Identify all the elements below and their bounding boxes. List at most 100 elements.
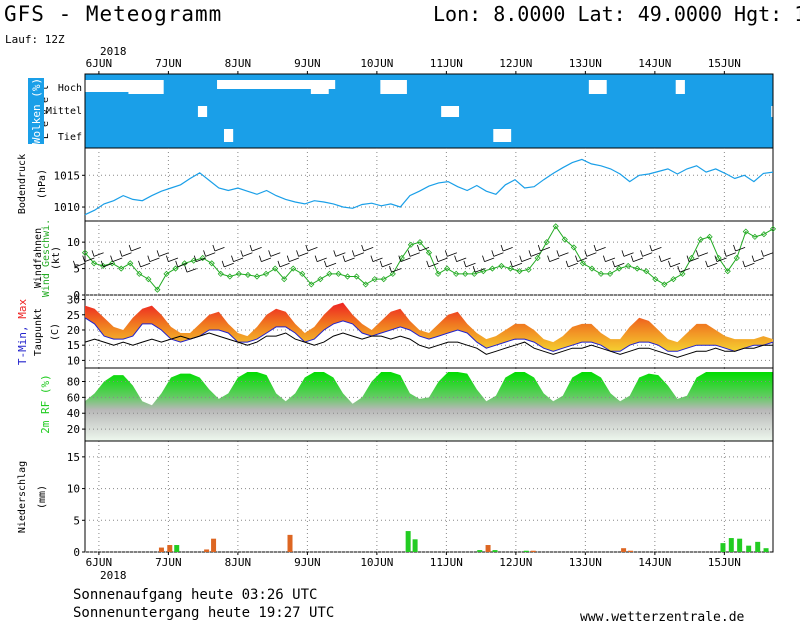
site-credit: www.wetterzentrale.de xyxy=(580,610,745,625)
precip-bar xyxy=(204,549,210,552)
wind-barb-staff xyxy=(437,257,448,262)
wind-speed-point xyxy=(715,254,722,262)
wind-barb-staff xyxy=(670,262,681,268)
cloud-gap-mittel xyxy=(771,106,781,117)
cloud-gap-hoch xyxy=(788,80,798,94)
wind-barb-feather xyxy=(203,250,206,257)
wind-barb-feather xyxy=(444,250,448,257)
wind-speed-point xyxy=(281,276,288,283)
cloud-gap-hoch xyxy=(380,80,390,94)
wind-barb-staff xyxy=(707,262,718,268)
wind-speed-point xyxy=(272,265,279,272)
wind-barb-staff xyxy=(196,257,207,262)
cloud-gap-tief xyxy=(223,129,234,142)
wind-speed-point xyxy=(652,276,659,283)
panel-frame-5 xyxy=(84,440,774,553)
wind-barb-staff xyxy=(633,257,643,262)
wind-barb-staff xyxy=(112,257,123,262)
temperature-ytick-label: 25 xyxy=(67,309,80,322)
humidity-area xyxy=(85,372,773,441)
wind-speed-point xyxy=(525,266,532,273)
wind-speed-point xyxy=(661,281,668,288)
wind-speed-point xyxy=(534,254,541,262)
wind-barb-staff xyxy=(363,247,374,252)
pressure-line xyxy=(84,158,774,216)
wind-speed-point xyxy=(217,270,224,277)
wind-speed-point xyxy=(444,265,451,272)
x-tick-label-top: 6JUN xyxy=(86,57,113,70)
wind-barb-feather xyxy=(286,255,290,262)
cloud-gap-tief xyxy=(493,129,503,142)
wind-barb-staff xyxy=(186,268,197,273)
wind-barb-staff xyxy=(447,252,458,257)
precip-bar xyxy=(412,539,418,552)
wind-speed-point xyxy=(244,271,252,278)
x-tick-label-top: 12JUN xyxy=(499,57,532,70)
cloud-gap-hoch xyxy=(145,80,155,94)
wind-barb-feather xyxy=(165,255,169,262)
wind-barb-feather xyxy=(509,260,513,268)
wind-barb-feather xyxy=(723,250,727,257)
wind-barb-staff xyxy=(549,257,560,262)
wind-speed-point xyxy=(724,268,731,275)
wind-speed-point xyxy=(434,270,442,277)
wind-speed-point xyxy=(751,233,758,240)
wind-barb-staff xyxy=(205,252,216,257)
wind-speed-point xyxy=(208,260,215,267)
wind-barb-staff xyxy=(279,262,290,268)
wind-barb-staff xyxy=(679,268,690,273)
wind-barb-staff xyxy=(307,247,318,252)
wind-barb-feather xyxy=(426,260,430,268)
panel-frame-1 xyxy=(84,147,774,222)
wind-barb-staff xyxy=(568,262,578,268)
wind-barb-feather xyxy=(556,250,560,257)
wind-barb-feather xyxy=(454,255,457,262)
precip-bar xyxy=(737,538,743,552)
wind-barb-feather xyxy=(528,250,532,257)
wind-speed-point xyxy=(154,286,161,293)
precip-bar xyxy=(755,541,761,552)
wind-barb-staff xyxy=(121,252,132,257)
wind-speed-point xyxy=(507,265,514,272)
wind-barb-feather xyxy=(537,244,541,252)
wind-barb-staff xyxy=(428,262,439,268)
dewpoint-line xyxy=(84,332,773,358)
wind-speed-line xyxy=(84,225,774,291)
wind-barb-staff xyxy=(660,257,671,262)
wind-barb-feather xyxy=(91,250,95,257)
wind-barb-staff xyxy=(214,247,225,252)
wind-barb-staff xyxy=(326,262,337,268)
wind-barb-feather xyxy=(584,250,588,257)
wind-barb-feather xyxy=(472,266,476,273)
wind-barb-feather xyxy=(379,260,383,268)
x-tick-label-top: 7JUN xyxy=(155,57,182,70)
precip-bar xyxy=(477,550,483,552)
wind-barb-feather xyxy=(519,255,523,262)
wind-barb-feather xyxy=(258,255,262,262)
precip-unit: (mm) xyxy=(37,485,48,509)
temperature-ytick-label: 10 xyxy=(67,354,80,367)
precip-bar xyxy=(763,548,769,552)
wind-barb-staff xyxy=(716,257,727,262)
cloud-gap-mittel xyxy=(779,106,790,117)
wind-barb-staff xyxy=(75,262,86,268)
cloud-level-hoch: Hoch xyxy=(58,83,82,94)
wind-speed-point xyxy=(688,254,695,262)
cloud-gap-hoch xyxy=(588,80,599,94)
wind-barb-feather xyxy=(249,244,253,252)
wind-barb-staff xyxy=(140,262,151,268)
cloud-panel-bg xyxy=(85,74,773,148)
wind-speed-point xyxy=(543,239,550,246)
wind-barb-staff xyxy=(224,262,234,268)
wind-barb-staff xyxy=(298,252,309,257)
wind-barb-staff xyxy=(651,247,662,252)
wind-barb-feather xyxy=(761,250,764,257)
wind-barb-staff xyxy=(400,257,411,262)
wind-barb-feather xyxy=(593,244,597,252)
wind-speed-point xyxy=(109,260,116,267)
wind-barb-staff xyxy=(586,252,597,257)
cloud-clear-high-2 xyxy=(217,80,336,89)
wind-barb-feather xyxy=(128,244,132,252)
wind-barb-feather xyxy=(463,260,467,268)
